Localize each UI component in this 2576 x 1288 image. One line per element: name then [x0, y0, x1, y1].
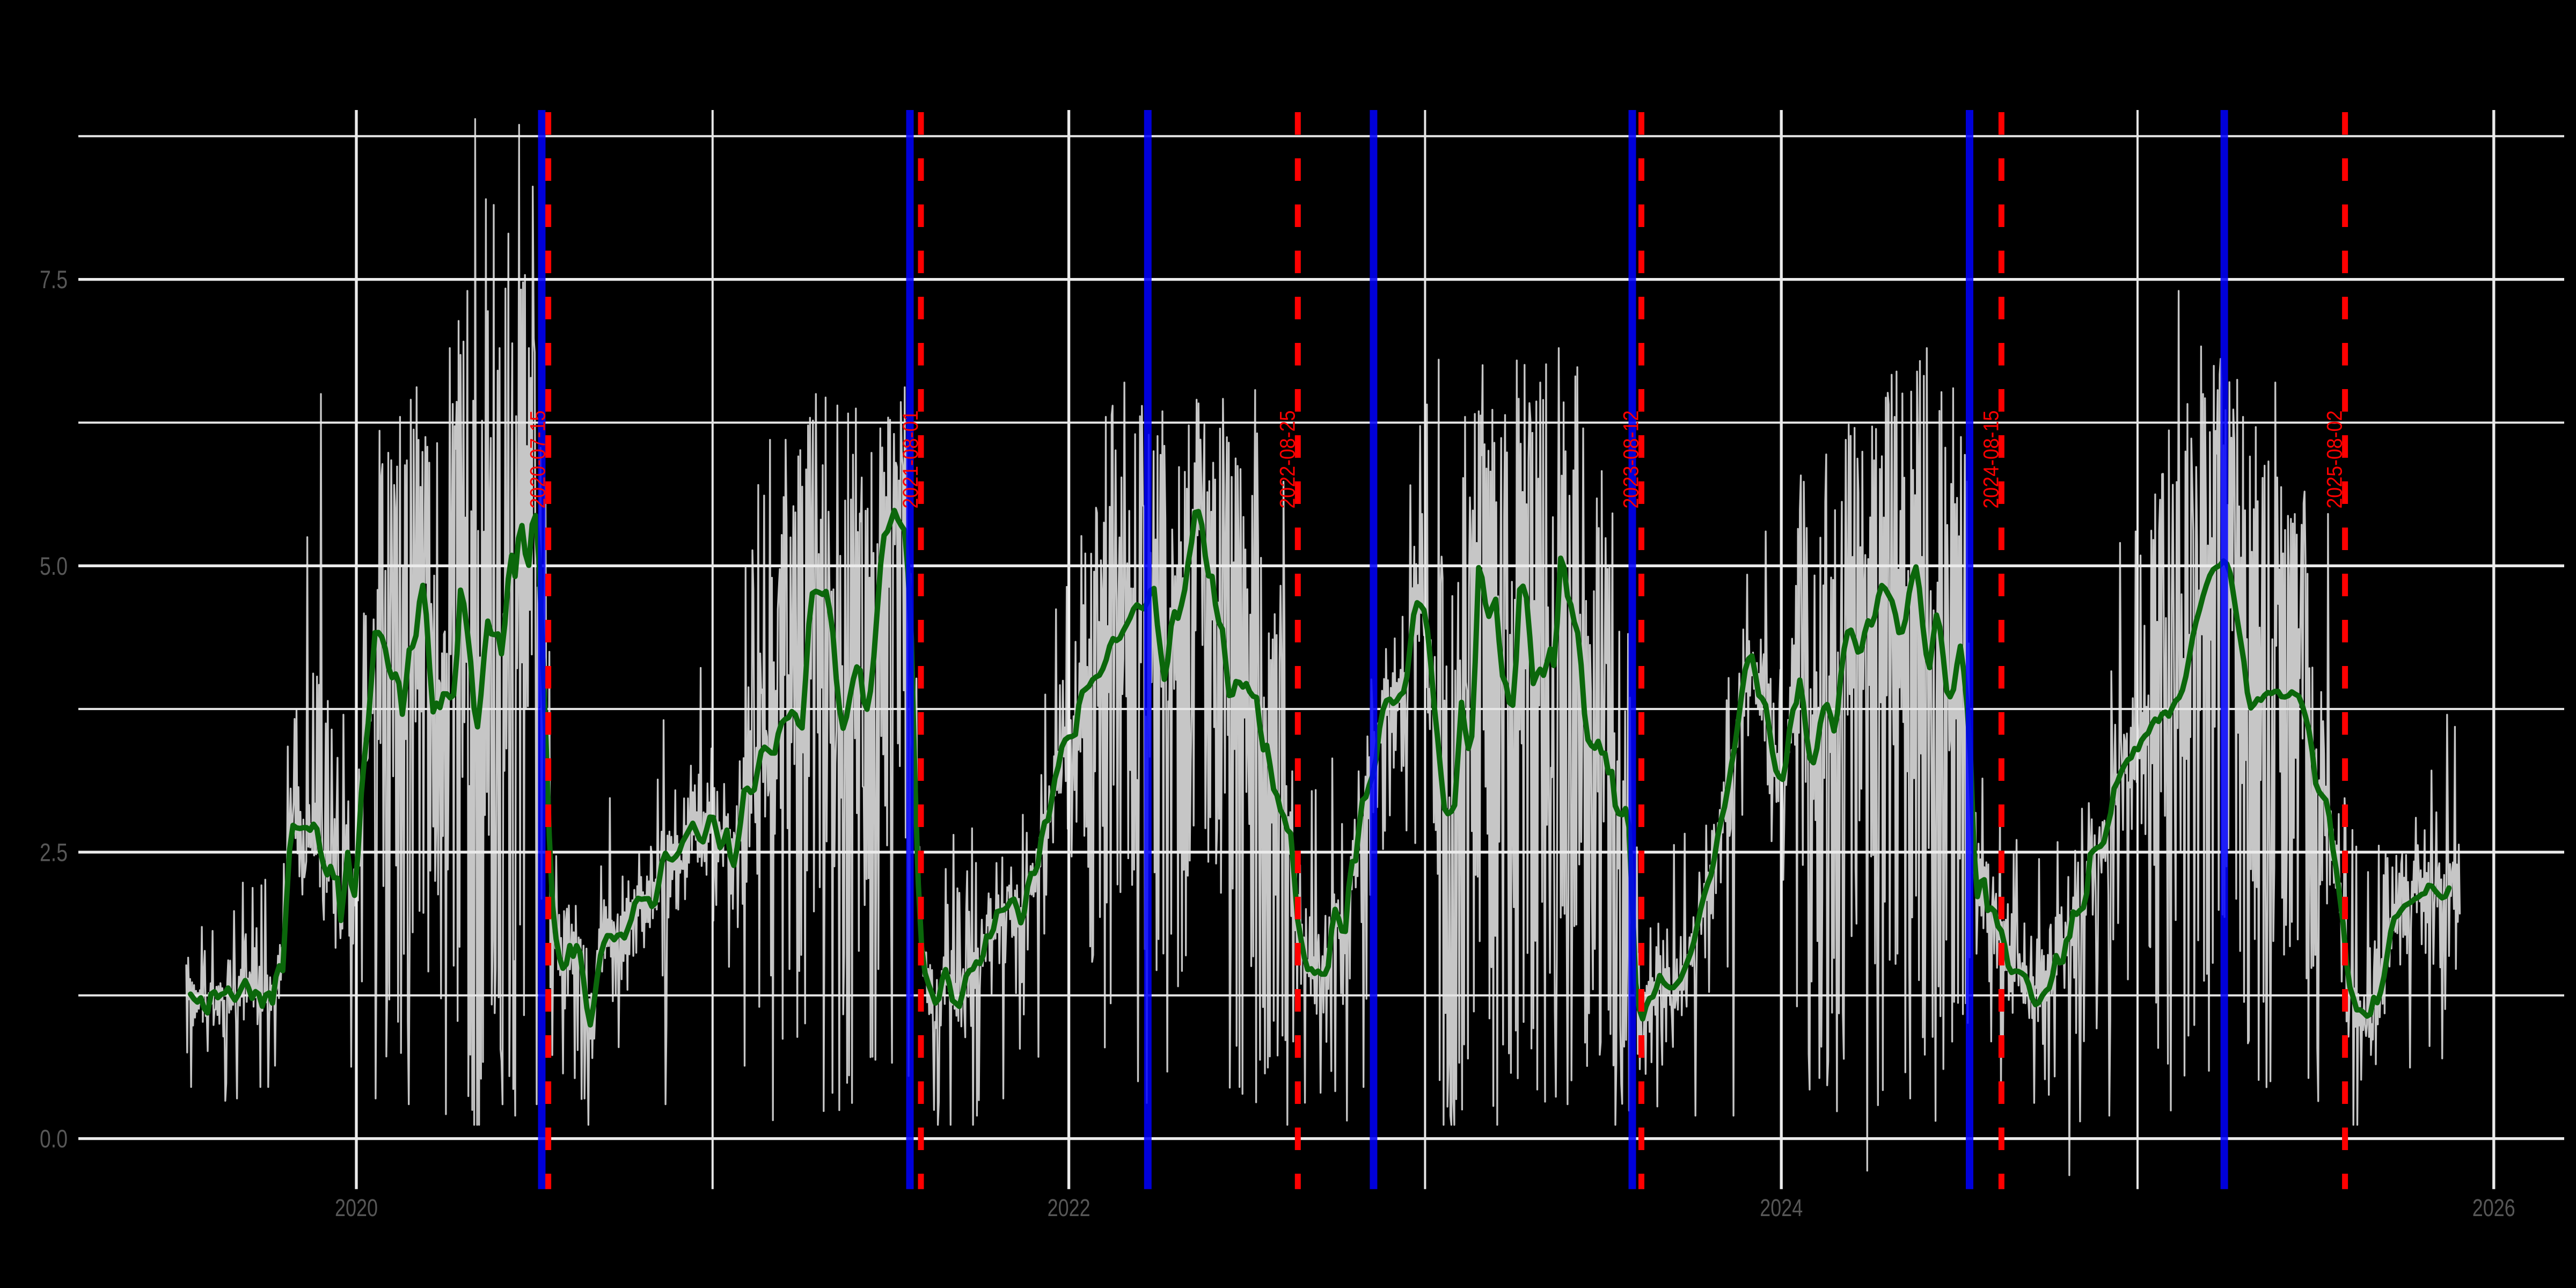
svg-text:7.5: 7.5: [40, 265, 68, 294]
svg-text:2022-08-25: 2022-08-25: [1276, 411, 1299, 509]
svg-text:5.0: 5.0: [40, 552, 68, 580]
svg-text:2025-08-02: 2025-08-02: [2323, 411, 2347, 509]
svg-text:0.0: 0.0: [40, 1124, 68, 1153]
svg-text:2021-08-01: 2021-08-01: [899, 411, 923, 509]
svg-text:2023-08-12: 2023-08-12: [1620, 411, 1643, 509]
svg-text:2024: 2024: [1760, 1194, 1803, 1221]
svg-text:2020: 2020: [335, 1194, 378, 1221]
svg-text:2026: 2026: [2472, 1194, 2515, 1221]
svg-text:2024-08-15: 2024-08-15: [1979, 411, 2003, 509]
svg-text:2.5: 2.5: [40, 838, 68, 866]
svg-text:2022: 2022: [1048, 1194, 1091, 1221]
svg-text:2020-07-15: 2020-07-15: [526, 411, 550, 509]
